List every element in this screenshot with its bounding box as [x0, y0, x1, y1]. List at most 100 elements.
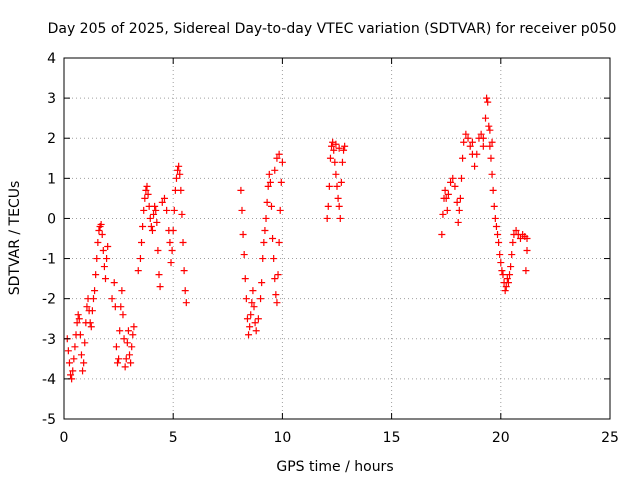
data-point	[238, 206, 246, 214]
data-point	[503, 275, 511, 283]
data-point	[487, 154, 495, 162]
data-point	[99, 247, 107, 255]
data-point	[92, 271, 100, 279]
data-point	[272, 291, 280, 299]
data-point	[180, 267, 188, 275]
data-point	[177, 186, 185, 194]
data-point	[263, 198, 271, 206]
x-tick-label: 5	[169, 430, 178, 446]
data-point	[103, 255, 111, 263]
data-point	[117, 303, 125, 311]
data-point	[246, 323, 254, 331]
x-tick-label: 20	[492, 430, 510, 446]
data-point	[147, 222, 155, 230]
data-point	[114, 359, 122, 367]
data-point	[486, 142, 494, 150]
data-point	[264, 182, 272, 190]
data-point	[87, 323, 95, 331]
data-point	[485, 122, 493, 130]
data-point	[331, 158, 339, 166]
data-point	[160, 194, 168, 202]
data-point	[166, 239, 174, 247]
data-point	[237, 186, 245, 194]
data-point	[453, 198, 461, 206]
y-axis-label: SDTVAR / TECUs	[7, 181, 23, 296]
data-point	[335, 202, 343, 210]
data-point	[178, 210, 186, 218]
data-point	[456, 194, 464, 202]
data-point	[169, 226, 177, 234]
data-point	[484, 98, 492, 106]
data-point	[248, 299, 256, 307]
data-point	[69, 367, 77, 375]
data-point	[88, 307, 96, 315]
data-point	[98, 230, 106, 238]
y-tick-label: 2	[47, 131, 56, 147]
data-point	[492, 222, 500, 230]
data-point	[163, 206, 171, 214]
data-point	[275, 150, 283, 158]
data-point	[333, 182, 341, 190]
data-point	[332, 140, 340, 148]
data-point	[270, 255, 278, 263]
y-axis-ticks: -5 -4 -3 -2 -1 0 1 2 3 4	[42, 51, 610, 428]
x-tick-label: 25	[601, 430, 619, 446]
data-point	[269, 235, 277, 242]
data-point	[83, 303, 91, 311]
data-point	[77, 351, 85, 359]
data-point	[95, 226, 103, 234]
data-point	[249, 287, 257, 295]
data-point	[441, 186, 449, 194]
data-point	[464, 134, 472, 142]
data-point	[252, 327, 260, 335]
data-point	[250, 303, 258, 311]
data-point	[447, 178, 455, 186]
data-point	[490, 202, 498, 210]
data-point	[337, 178, 345, 186]
data-point	[494, 230, 502, 238]
data-point	[486, 126, 494, 134]
data-point	[523, 247, 531, 255]
data-point	[451, 182, 459, 190]
y-tick-label: -5	[42, 412, 56, 428]
data-point	[140, 206, 148, 214]
data-point	[278, 158, 286, 166]
plot-frame	[63, 57, 611, 420]
data-point	[176, 170, 184, 178]
data-point	[449, 174, 457, 182]
data-point	[459, 154, 467, 162]
data-point	[156, 283, 164, 291]
data-point	[323, 214, 331, 222]
data-point	[489, 186, 497, 194]
data-point	[254, 315, 262, 323]
data-point	[497, 259, 505, 267]
data-point	[119, 311, 127, 319]
data-point	[442, 194, 450, 202]
data-point	[439, 210, 447, 218]
data-point	[495, 239, 503, 247]
data-point	[182, 299, 190, 307]
data-point	[266, 178, 274, 186]
data-point	[276, 206, 284, 214]
x-axis-ticks: 0 5 10 15 20 25	[60, 58, 619, 446]
data-point	[277, 178, 285, 186]
data-point	[438, 230, 446, 238]
data-point	[139, 222, 147, 230]
data-point	[153, 218, 161, 226]
data-point	[239, 230, 247, 238]
data-point	[341, 142, 349, 150]
data-point	[444, 190, 452, 198]
data-point	[120, 335, 128, 343]
data-point	[516, 235, 524, 242]
data-point	[154, 247, 162, 255]
data-point	[275, 239, 283, 247]
data-point	[457, 174, 465, 182]
data-point	[80, 359, 88, 367]
data-point	[274, 271, 282, 279]
data-point	[522, 267, 530, 275]
data-point	[242, 295, 250, 303]
data-point	[134, 267, 142, 275]
data-point	[146, 214, 154, 222]
data-point	[126, 351, 134, 359]
data-point	[122, 355, 130, 363]
